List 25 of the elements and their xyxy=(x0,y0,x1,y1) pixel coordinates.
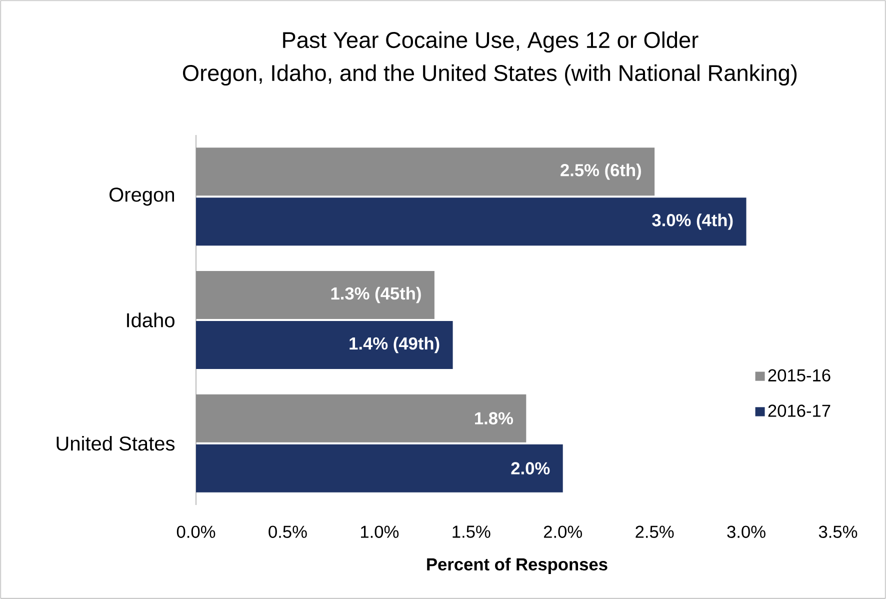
y-tick-label: United States xyxy=(56,436,175,451)
bar xyxy=(196,444,563,492)
bar xyxy=(196,198,746,246)
chart-title: Past Year Cocaine Use, Ages 12 or Older xyxy=(283,31,698,53)
x-tick-label: 2.5% xyxy=(636,526,674,538)
y-tick-label: Oregon xyxy=(110,188,174,206)
x-axis-title: Percent of Responses xyxy=(427,558,608,574)
data-label: 3.0% (4th) xyxy=(652,214,733,230)
x-tick-label: 3.5% xyxy=(818,526,858,538)
x-tick-label: 2.0% xyxy=(544,526,582,538)
x-tick-label: 0.0% xyxy=(176,526,216,538)
chart-subtitle: Oregon, Idaho, and the United States (with National Ranking) xyxy=(183,64,797,86)
data-label: 1.8% xyxy=(475,412,513,424)
x-tick-label: 3.0% xyxy=(727,526,766,538)
data-label: 1.3% (45th) xyxy=(331,286,421,304)
legend-label: 2016-17 xyxy=(768,404,830,417)
data-label: 2.0% xyxy=(511,462,550,474)
bar xyxy=(196,320,453,369)
data-label: 1.4% (49th) xyxy=(350,336,440,354)
x-tick-label: 1.0% xyxy=(360,526,399,538)
y-tick-label: Idaho xyxy=(127,312,174,328)
data-label: 2.5% (6th) xyxy=(560,164,641,180)
x-tick-label: 1.5% xyxy=(452,526,490,538)
x-tick-label: 0.5% xyxy=(268,526,307,538)
legend-label: 2015-16 xyxy=(768,369,830,382)
